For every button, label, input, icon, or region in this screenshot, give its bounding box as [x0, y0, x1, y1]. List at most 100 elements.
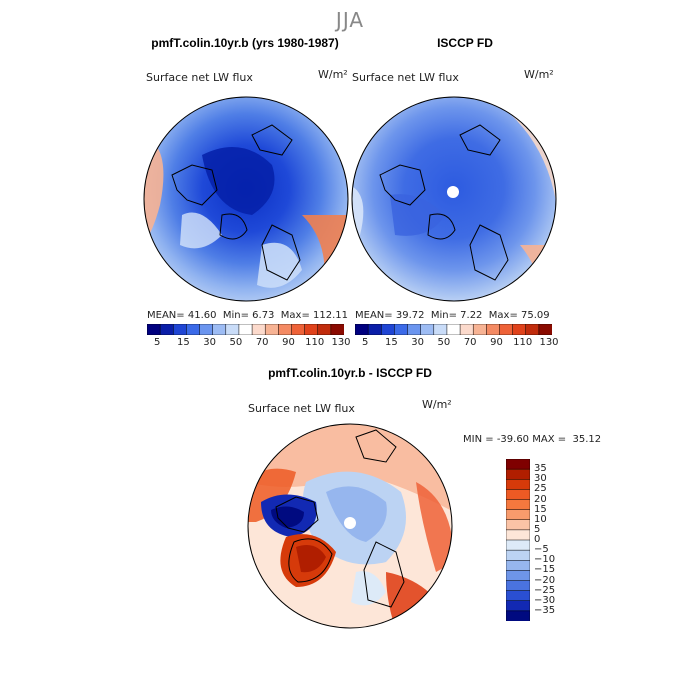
panel1-colorbar-ticks: 5 15 30 50 70 90 110 130: [147, 337, 351, 351]
colorbar-swatch: [212, 324, 227, 335]
diff-pole-hole: [344, 517, 356, 529]
panel1-polar-map: [143, 96, 349, 302]
diff-units: W/m²: [422, 398, 452, 411]
colorbar-swatch: [291, 324, 306, 335]
colorbar-tick-label: 50: [229, 337, 243, 348]
panel1-min-label: Min=: [222, 310, 249, 321]
diff-colorbar-tick-label: 0: [534, 534, 541, 545]
colorbar-swatch: [472, 324, 487, 335]
diff-colorbar-tick-label: 20: [534, 493, 547, 505]
diff-max-value: 35.12: [572, 434, 602, 445]
panel1-title: pmfT.colin.10yr.b (yrs 1980-1987): [151, 36, 339, 50]
colorbar-swatch: [317, 324, 332, 335]
colorbar-swatch: [446, 324, 461, 335]
colorbar-swatch: [459, 324, 474, 335]
colorbar-tick-label: 30: [411, 337, 425, 348]
panel2-pole-hole: [447, 186, 459, 198]
panel1-max-label: Max=: [280, 310, 310, 321]
colorbar-swatch: [251, 324, 266, 335]
diff-colorbar-swatch: [506, 610, 530, 621]
diff-colorbar-tick-label: −20: [534, 574, 556, 586]
diff-colorbar-tick-label: 25: [534, 483, 547, 495]
diff-colorbar-tick-label: −10: [534, 554, 556, 566]
colorbar-swatch: [278, 324, 293, 335]
panel2-units: W/m²: [524, 68, 554, 81]
season-title: JJA: [335, 8, 365, 32]
panel2-colorbar: [355, 324, 552, 335]
colorbar-tick-label: 5: [153, 337, 161, 348]
colorbar-tick-label: 5: [361, 337, 369, 348]
panel2-stats: MEAN= 39.72 Min= 7.22 Max= 75.09: [355, 310, 550, 321]
colorbar-swatch: [394, 324, 409, 335]
panel1-map-border: [143, 96, 349, 302]
diff-min-value: -39.60: [496, 434, 530, 445]
panel2-mean-label: MEAN=: [355, 310, 393, 321]
panel2-map-border: [351, 96, 557, 302]
colorbar-tick-label: 30: [203, 337, 217, 348]
panel1-units: W/m²: [318, 68, 348, 81]
diff-colorbar-tick-label: −30: [534, 594, 556, 606]
colorbar-tick-label: 110: [305, 337, 325, 348]
diff-colorbar-tick-label: 15: [534, 503, 547, 515]
colorbar-swatch: [407, 324, 422, 335]
colorbar-tick-label: 90: [490, 337, 503, 348]
colorbar-swatch: [186, 324, 201, 335]
panel2-min-value: 7.22: [460, 310, 483, 321]
colorbar-swatch: [433, 324, 448, 335]
diff-colorbar: [506, 459, 530, 621]
panel2-min-label: Min=: [430, 310, 457, 321]
colorbar-swatch: [173, 324, 187, 335]
colorbar-swatch: [486, 324, 501, 335]
colorbar-swatch: [355, 324, 369, 335]
colorbar-swatch: [420, 324, 435, 335]
colorbar-swatch: [264, 324, 279, 335]
colorbar-swatch: [499, 324, 514, 335]
colorbar-tick-label: 110: [513, 337, 533, 348]
diff-colorbar-tick-label: 5: [534, 523, 541, 535]
colorbar-swatch: [199, 324, 214, 335]
colorbar-tick-label: 15: [385, 337, 398, 348]
diff-max-label: MAX =: [532, 434, 567, 445]
diff-colorbar-tick-label: −15: [534, 564, 556, 576]
colorbar-tick-label: 50: [437, 337, 451, 348]
colorbar-tick-label: 130: [539, 337, 559, 348]
colorbar-tick-label: 70: [255, 337, 269, 348]
panel1-variable-label: Surface net LW flux: [146, 71, 253, 84]
colorbar-tick-label: 90: [282, 337, 295, 348]
diff-colorbar-tick-label: −35: [534, 604, 556, 616]
panel2-max-value: 75.09: [521, 310, 550, 321]
panel1-colorbar: [147, 324, 344, 335]
colorbar-tick-label: 15: [177, 337, 190, 348]
panel1-mean-label: MEAN=: [147, 310, 185, 321]
colorbar-swatch: [225, 324, 240, 335]
colorbar-swatch: [512, 324, 527, 335]
diff-colorbar-tick-label: 10: [534, 513, 547, 525]
colorbar-swatch: [525, 324, 540, 335]
diff-colorbar-ticks: 35 30 25 20 15 10 5 0 −5 −10 −15 −20 −25 −30 −35: [504, 459, 555, 629]
diff-polar-map: [247, 423, 453, 629]
colorbar-swatch: [238, 324, 253, 335]
diff-title: pmfT.colin.10yr.b - ISCCP FD: [268, 366, 432, 380]
panel2-variable-label: Surface net LW flux: [352, 71, 459, 84]
colorbar-swatch: [159, 324, 174, 335]
colorbar-swatch: [367, 324, 382, 335]
diff-colorbar-tick-label: −5: [534, 544, 549, 556]
colorbar-swatch: [147, 324, 161, 335]
diff-map-border: [247, 423, 453, 629]
panel2-mean-value: 39.72: [395, 310, 425, 321]
colorbar-swatch: [381, 324, 395, 335]
panel2-colorbar-ticks: 5 15 30 50 70 90 110 130: [355, 337, 559, 351]
colorbar-tick-label: 130: [331, 337, 351, 348]
diff-stats: MIN = -39.60 MAX = 35.12: [463, 434, 601, 445]
diff-colorbar-tick-label: 30: [534, 473, 547, 485]
panel2-max-label: Max=: [488, 310, 518, 321]
panel1-min-value: 6.73: [252, 310, 275, 321]
colorbar-swatch: [330, 324, 344, 335]
panel2-title: ISCCP FD: [437, 36, 493, 50]
diff-min-label: MIN =: [463, 434, 494, 445]
panel1-max-value: 112.11: [313, 310, 349, 321]
panel2-polar-map: [351, 96, 557, 302]
colorbar-swatch: [304, 324, 319, 335]
panel1-mean-value: 41.60: [187, 310, 217, 321]
diff-variable-label: Surface net LW flux: [248, 402, 355, 415]
